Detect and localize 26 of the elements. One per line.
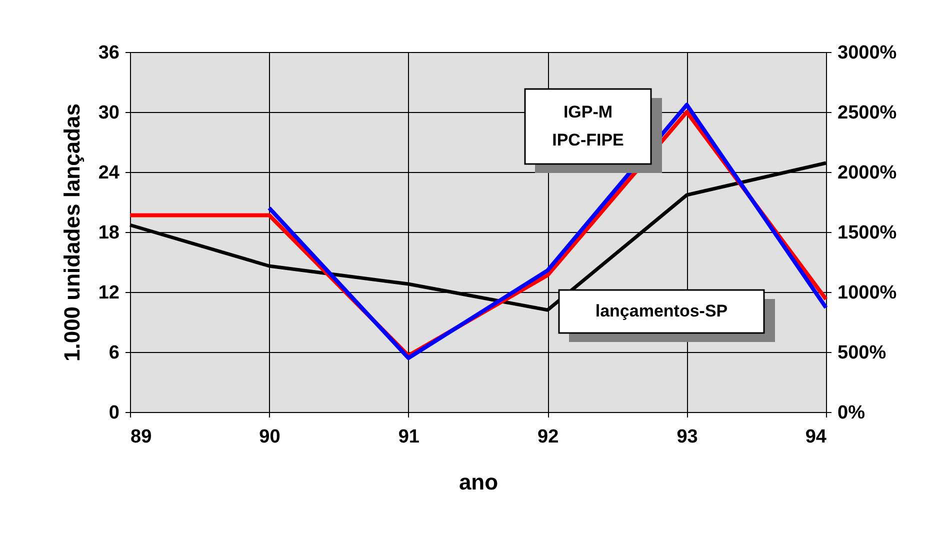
y-tick-label: 36 — [98, 42, 120, 64]
y-tick-label: 24 — [98, 162, 120, 184]
x-tick-label: 94 — [805, 426, 827, 448]
x-tick-label: 93 — [676, 426, 698, 448]
y-tick-label: 12 — [98, 282, 120, 304]
x-axis-title: ano — [458, 470, 498, 494]
series-label: lançamentos-SP — [595, 302, 728, 320]
y-tick-label: 0 — [108, 402, 120, 424]
line-series — [267, 102, 828, 360]
y-tick-label: 30 — [98, 102, 120, 124]
y2-tick-label: 1000% — [838, 282, 897, 304]
series-label: IPC-FIPE — [552, 130, 624, 150]
y2-tick-label: 0% — [838, 402, 866, 424]
y2-tick-label: 500% — [838, 342, 886, 364]
y-tick-label: 6 — [108, 342, 120, 364]
y-axis-title: 1.000 unidades lançadas — [59, 103, 84, 362]
y-tick-label: 18 — [98, 222, 120, 244]
y2-tick-label: 2000% — [838, 162, 897, 184]
x-tick-label: 91 — [398, 426, 420, 448]
text: IGP-M — [563, 102, 613, 122]
y2-tick-label: 3000% — [838, 42, 897, 64]
y2-tick-label: 2500% — [838, 102, 897, 124]
y2-tick-label: 1500% — [838, 222, 897, 244]
x-tick-label: 90 — [259, 426, 280, 448]
x-tick-label: 92 — [538, 426, 559, 448]
x-tick-label: 89 — [130, 426, 152, 448]
